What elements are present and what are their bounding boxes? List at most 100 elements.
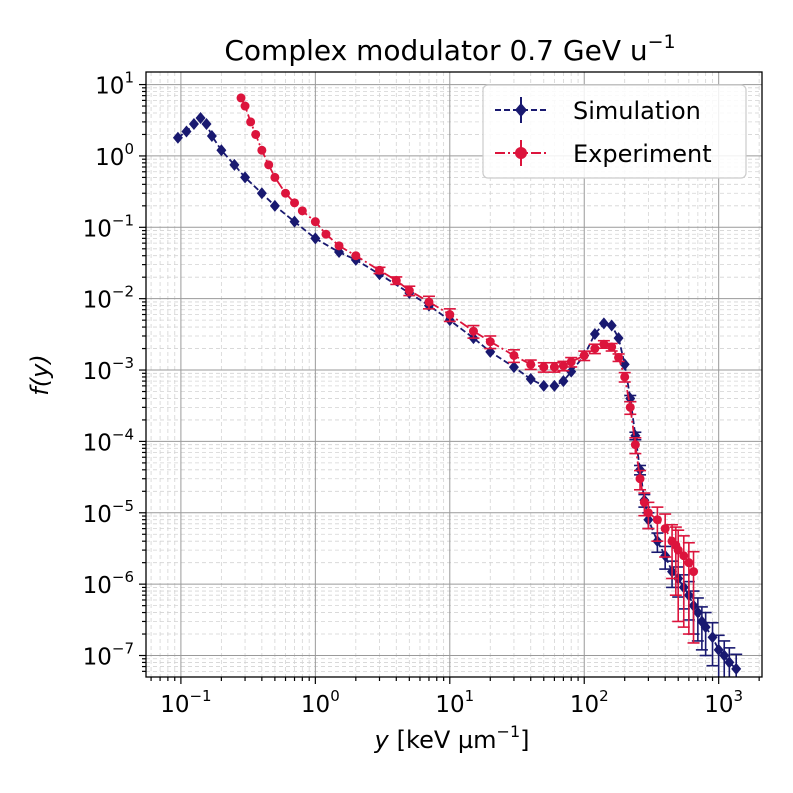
legend-box [482,84,747,179]
y-tick-base: 10 [83,359,112,385]
data-point-experiment [635,474,645,484]
y-tick-base: 10 [95,74,124,100]
data-point-simulation [289,215,300,228]
data-point-experiment [620,372,630,382]
y-tick-exponent: −4 [112,425,134,443]
data-point-experiment [281,188,291,198]
data-point-simulation [181,125,192,138]
x-tick-label: 100 [301,687,340,718]
data-point-simulation [269,199,280,212]
data-point-simulation [598,317,609,330]
data-point-experiment [566,357,576,367]
data-point-simulation [606,319,617,332]
y-tick-exponent: 1 [124,69,134,87]
data-point-experiment [539,362,549,372]
x-tick-base: 10 [301,692,330,718]
x-tick-base: 10 [435,692,464,718]
data-point-experiment [251,129,261,139]
data-point-experiment [236,93,246,103]
data-point-simulation [713,643,724,656]
series-experiment [236,93,700,644]
y-tick-base: 10 [83,645,112,671]
data-point-experiment [391,275,401,285]
y-tick-base: 10 [83,288,112,314]
data-point-simulation [566,365,577,378]
data-point-simulation [206,130,217,143]
data-point-simulation [700,621,711,634]
data-point-experiment [310,217,320,227]
x-tick-exponent: 1 [465,687,475,705]
data-point-experiment [660,524,670,534]
legend-label-experiment: Experiment [573,140,712,168]
data-point-simulation [724,656,735,669]
y-tick-label: 10−3 [83,354,134,385]
data-point-simulation [256,187,267,200]
data-point-experiment [652,515,662,525]
data-point-experiment [579,350,589,360]
x-tick-label: 101 [435,687,474,718]
legend-label-simulation: Simulation [573,97,701,125]
data-point-experiment [485,337,495,347]
legend: Simulation Experiment [482,84,747,179]
data-point-experiment [549,362,559,372]
data-point-experiment [246,117,256,127]
data-point-simulation [731,662,742,675]
chart-title-superscript: −1 [648,31,676,53]
data-point-simulation [549,379,560,392]
x-axis-units-close: ] [520,726,529,754]
data-point-simulation [195,112,206,125]
data-point-experiment [321,229,331,239]
series-line-experiment [240,97,695,573]
y-tick-label: 10−6 [83,568,134,599]
data-point-experiment [404,286,414,296]
data-point-experiment [599,339,609,349]
x-tick-exponent: −1 [189,687,211,705]
x-axis-variable: y [373,726,389,754]
data-point-experiment [297,206,307,216]
legend-marker-experiment [515,147,527,159]
data-point-experiment [334,241,344,251]
data-point-experiment [290,198,300,208]
legend-marker-simulation [515,103,527,117]
data-point-experiment [509,350,519,360]
x-tick-label: 10−1 [160,687,211,718]
x-tick-base: 10 [570,692,599,718]
y-tick-exponent: 0 [124,140,134,158]
x-axis-units-superscript: −1 [497,722,521,741]
data-point-simulation [229,158,240,171]
series-simulation [172,112,743,677]
data-point-experiment [468,326,478,336]
data-point-simulation [558,375,569,388]
x-tick-label: 103 [704,687,743,718]
data-point-experiment [558,361,568,371]
data-point-experiment [679,551,689,561]
data-point-experiment [445,310,455,320]
data-point-experiment [264,160,274,170]
x-tick-label: 102 [570,687,609,718]
data-point-experiment [614,352,624,362]
y-tick-exponent: −7 [112,640,134,658]
data-point-simulation [719,649,730,662]
y-tick-base: 10 [83,502,112,528]
y-tick-exponent: −3 [112,354,134,372]
data-point-simulation [630,429,641,442]
data-point-experiment [625,402,635,412]
y-tick-exponent: −6 [112,568,134,586]
series-layer [172,93,743,677]
y-tick-exponent: −2 [112,283,134,301]
data-point-experiment [643,508,653,518]
y-tick-label: 10−7 [83,640,134,671]
data-point-simulation [240,171,251,184]
data-point-experiment [526,359,536,369]
chart-title-text: Complex modulator 0.7 GeV u [224,34,647,67]
x-tick-exponent: 2 [599,687,609,705]
x-tick-exponent: 3 [734,687,744,705]
data-point-simulation [508,361,519,374]
y-tick-label: 101 [95,69,134,100]
data-point-simulation [589,327,600,340]
y-tick-base: 10 [83,216,112,242]
x-tick-exponent: 0 [330,687,340,705]
data-point-simulation [216,144,227,157]
